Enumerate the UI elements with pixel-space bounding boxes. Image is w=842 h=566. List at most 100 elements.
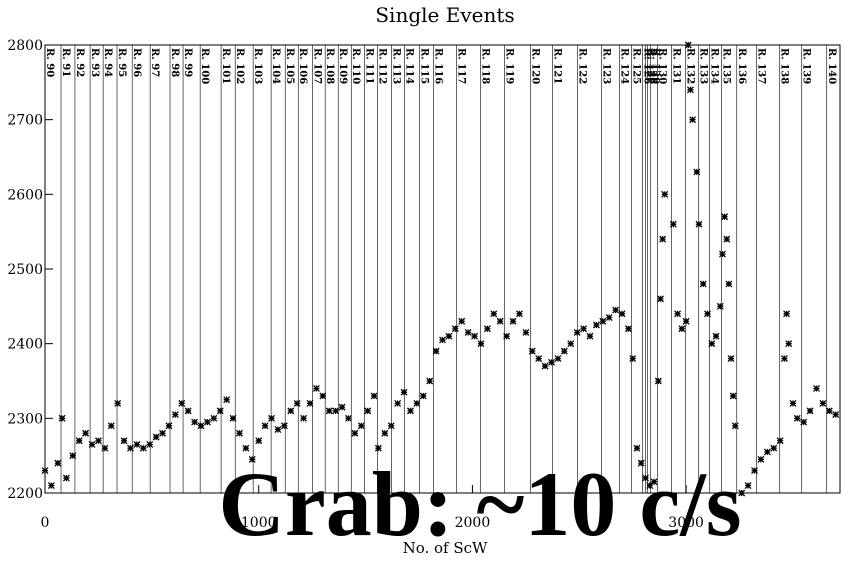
data-point (580, 325, 588, 333)
data-point (69, 452, 77, 460)
data-point (528, 347, 536, 355)
data-point (107, 422, 115, 430)
data-point (439, 336, 446, 344)
revolution-label: R. 136 (736, 48, 747, 84)
data-point (171, 411, 179, 419)
data-point (120, 437, 128, 445)
revolution-label: R. 106 (297, 48, 308, 84)
data-point (618, 310, 626, 318)
data-point (789, 399, 797, 407)
data-point (88, 441, 96, 448)
revolution-label: R. 111 (363, 48, 374, 84)
revolution-label: R. 133 (698, 48, 709, 84)
x-tick-label: 3000 (668, 515, 704, 531)
data-point (413, 399, 421, 407)
data-point (223, 396, 231, 404)
data-point (458, 317, 466, 325)
revolution-label: R. 126 (642, 48, 653, 84)
data-point (548, 358, 555, 366)
revolution-label: R. 105 (284, 48, 295, 84)
data-point (319, 392, 327, 400)
data-point (686, 86, 694, 94)
data-point (783, 310, 791, 318)
data-point (114, 399, 122, 407)
data-point (586, 332, 594, 340)
data-point (522, 329, 530, 336)
data-point (419, 392, 427, 400)
y-tick-label: 2400 (7, 337, 43, 353)
data-point (197, 422, 205, 430)
data-point (58, 414, 66, 422)
y-tick-label: 2300 (7, 411, 43, 427)
revolution-label: R. 129 (650, 48, 661, 84)
revolution-label: R. 113 (390, 48, 401, 84)
data-point (490, 310, 498, 318)
data-point (716, 302, 724, 310)
data-point (573, 329, 581, 336)
data-point (776, 437, 784, 445)
data-point (646, 482, 654, 489)
data-point (669, 220, 677, 228)
data-point (406, 407, 414, 415)
data-point (255, 437, 263, 445)
data-point (41, 467, 49, 475)
y-tick-label: 2200 (7, 486, 43, 502)
data-point (825, 407, 833, 415)
revolution-label: R. 117 (455, 48, 466, 84)
data-point (712, 332, 720, 340)
y-tick-label: 2500 (7, 262, 43, 278)
revolution-label: R. 104 (270, 48, 281, 84)
revolution-label: R. 116 (432, 48, 443, 84)
annotation: Crab: ~10 c/s (218, 453, 741, 555)
data-point (203, 418, 211, 426)
data-point (637, 459, 645, 467)
revolution-label: R. 92 (74, 48, 85, 77)
revolution-label: R. 102 (234, 48, 245, 84)
data-point (325, 407, 333, 415)
data-point (592, 321, 600, 329)
data-point (642, 474, 649, 482)
data-point (62, 474, 70, 482)
data-point (599, 317, 607, 325)
data-point (229, 414, 237, 422)
data-point (216, 407, 224, 415)
data-point (725, 280, 733, 288)
revolution-label: R. 114 (403, 48, 414, 84)
data-point (306, 399, 314, 407)
data-point (738, 489, 746, 497)
revolution-label: R. 97 (149, 48, 160, 77)
data-point (629, 355, 637, 363)
data-point (133, 441, 141, 448)
revolution-label: R. 118 (479, 48, 490, 84)
data-point (374, 444, 382, 452)
revolution-label: R. 127 (645, 48, 656, 84)
revolution-label: R. 115 (418, 48, 429, 84)
data-point (721, 213, 729, 221)
data-point (82, 429, 90, 437)
data-point (139, 444, 147, 452)
data-point (624, 325, 632, 333)
data-point (699, 280, 707, 288)
data-point (793, 414, 801, 422)
data-point (75, 437, 83, 445)
revolution-label: R. 107 (311, 48, 322, 84)
revolution-label: R. 131 (671, 48, 682, 84)
data-point (101, 444, 109, 452)
revolution-label: R. 93 (89, 48, 100, 77)
data-point (806, 407, 814, 415)
data-point (242, 444, 250, 452)
data-point (535, 355, 543, 363)
data-point (684, 41, 692, 49)
revolution-label: R. 135 (721, 48, 732, 84)
data-point (210, 414, 218, 422)
revolution-label: R. 109 (337, 48, 348, 84)
x-tick-label: 0 (41, 515, 50, 531)
revolution-label: R. 108 (324, 48, 335, 84)
revolution-label: R. 125 (630, 48, 641, 84)
revolution-label: R. 139 (801, 48, 812, 84)
data-point (496, 317, 504, 325)
chart-title: Single Events (375, 3, 514, 27)
data-point (729, 392, 737, 400)
data-point (678, 325, 686, 333)
data-point (364, 407, 372, 415)
